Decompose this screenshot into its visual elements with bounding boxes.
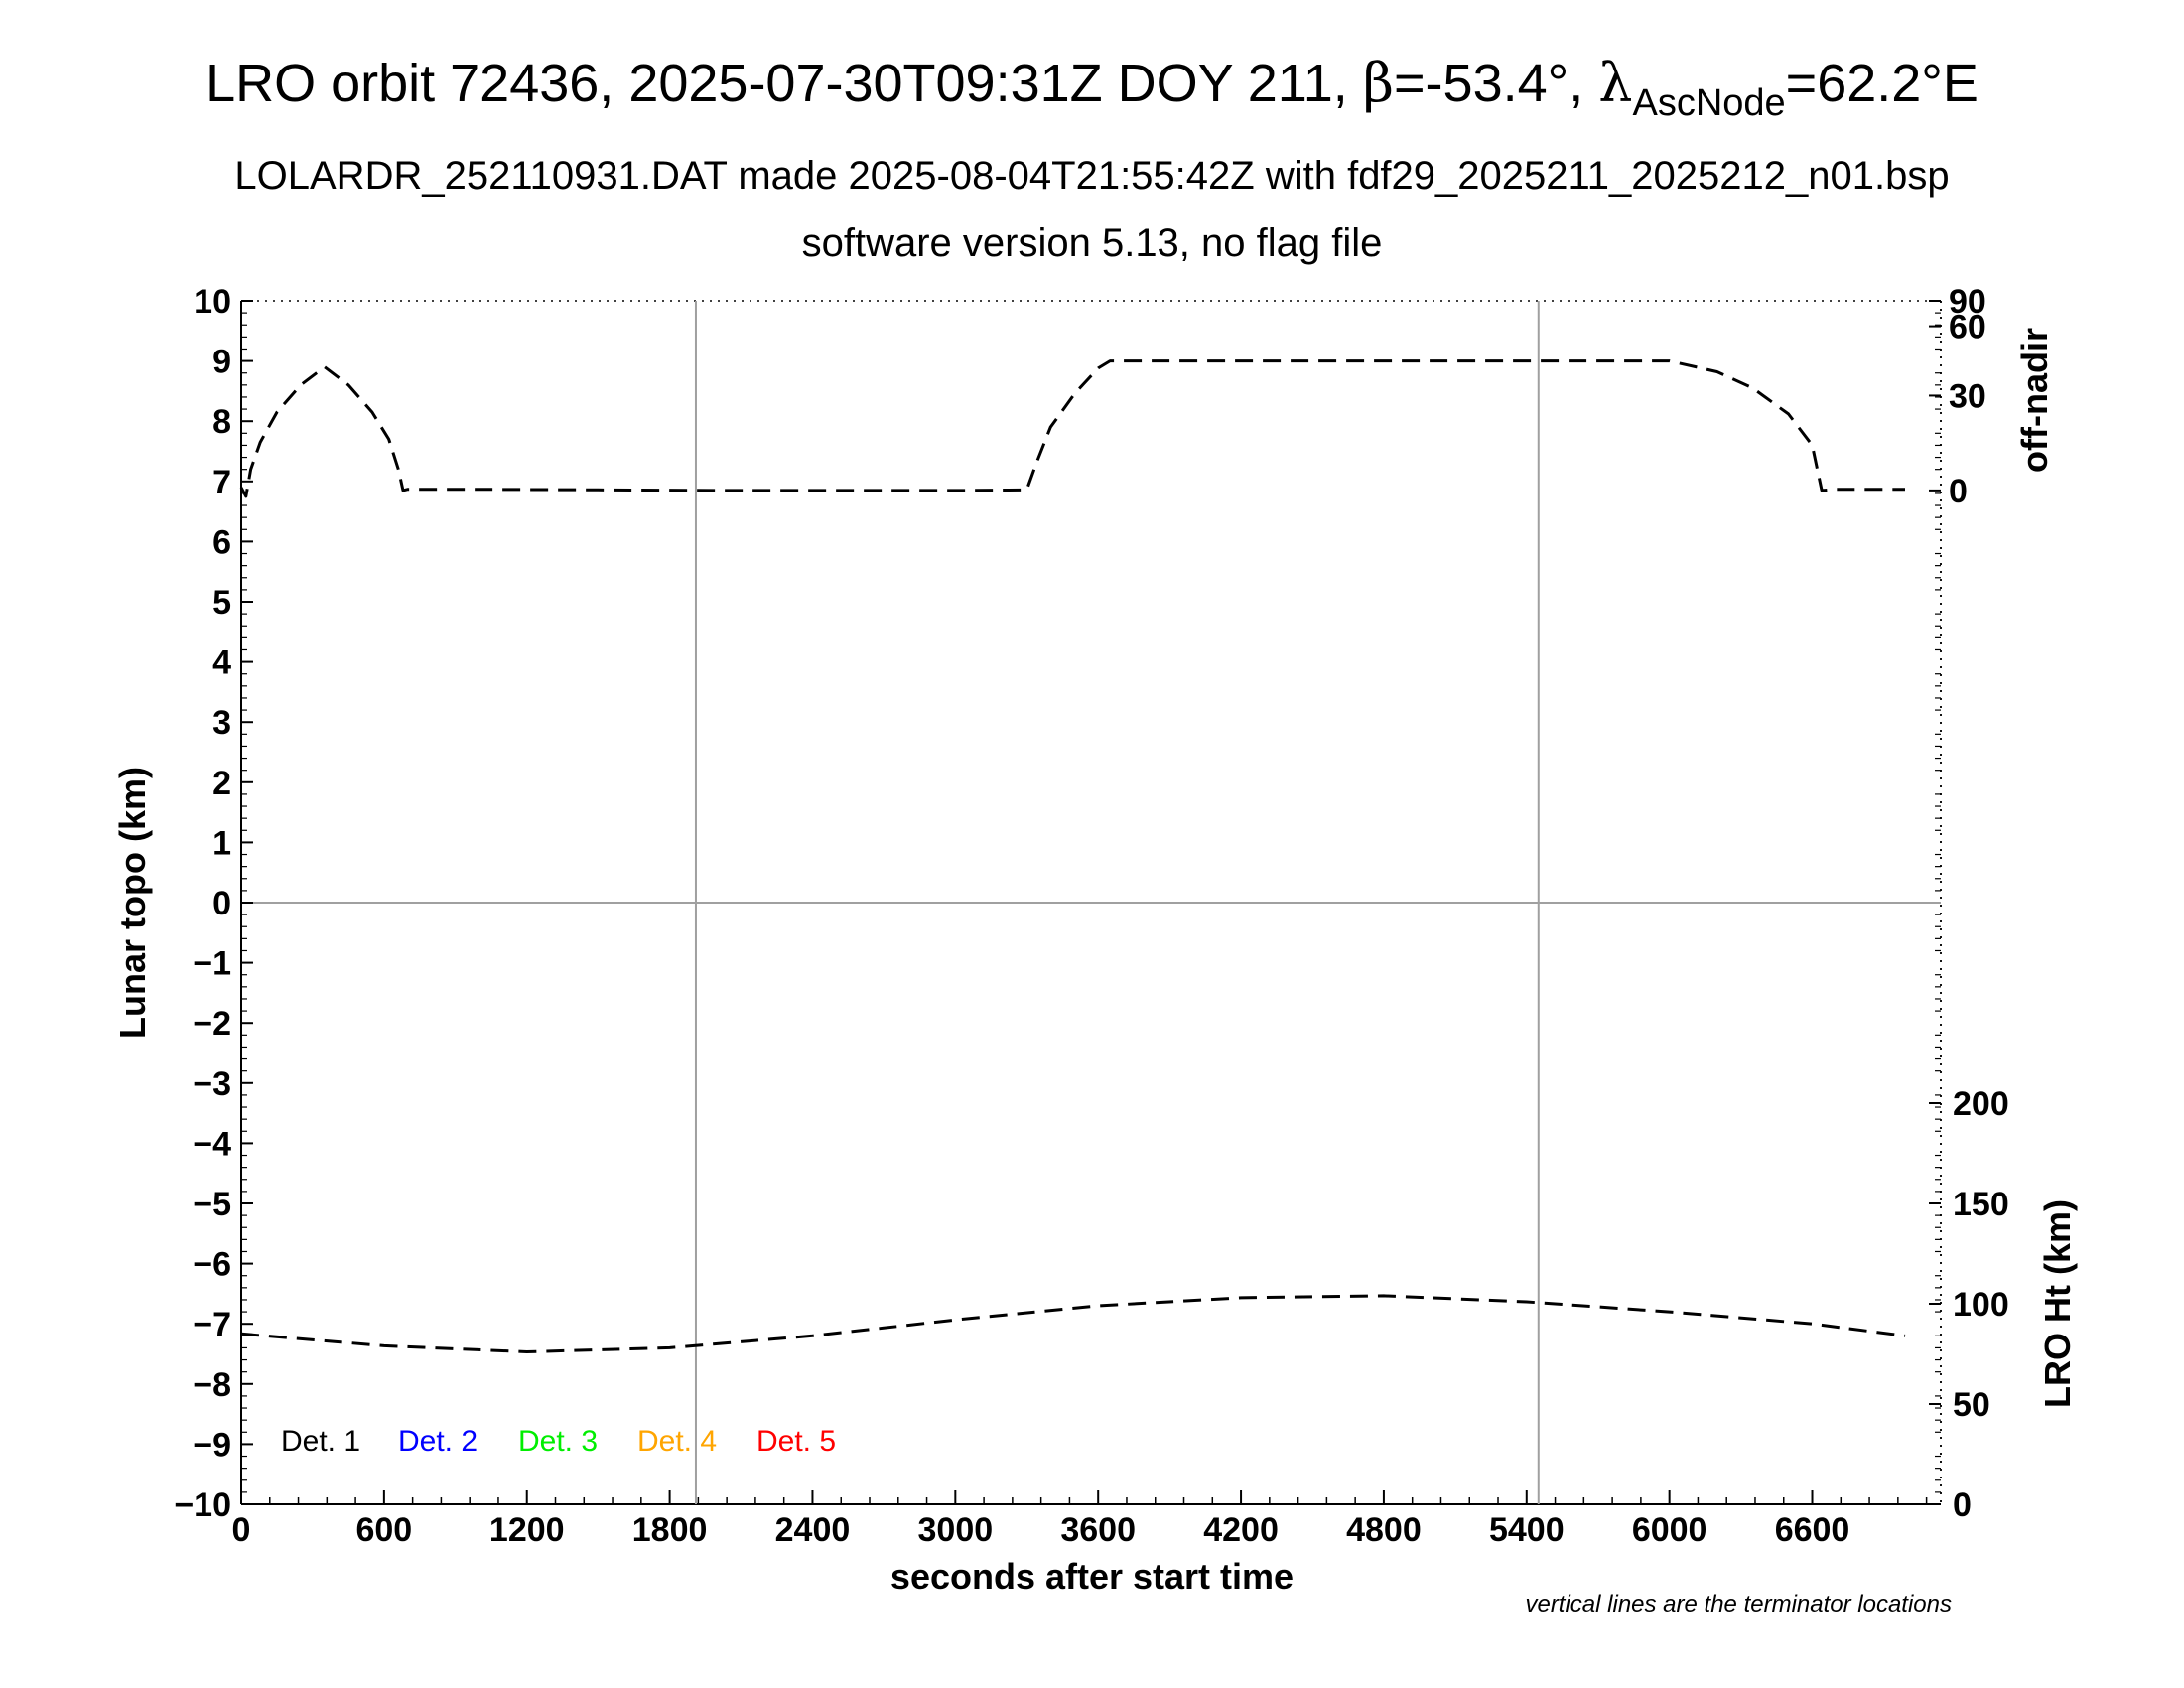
chart-title: LRO orbit 72436, 2025-07-30T09:31Z DOY 2… [205,52,1979,124]
y-tick-label: 6 [212,523,231,561]
y-tick-label: −2 [193,1005,231,1043]
legend-item: Det. 3 [518,1425,598,1458]
legend-item: Det. 5 [756,1425,836,1458]
off-nadir-tick-label: 60 [1949,309,1986,347]
chart-subtitle-2: software version 5.13, no flag file [802,221,1383,265]
x-tick-label: 6000 [1632,1511,1707,1549]
legend-item: Det. 1 [281,1425,360,1458]
x-tick-label: 1800 [632,1511,708,1549]
y-tick-label: 3 [212,704,231,742]
lro-ht-tick-label: 150 [1953,1186,2009,1223]
x-tick-label: 3000 [918,1511,994,1549]
legend-item: Det. 4 [637,1425,717,1458]
y-tick-label: −7 [193,1306,231,1343]
lro-ht-tick-label: 50 [1953,1386,1990,1424]
x-tick-label: 4200 [1203,1511,1279,1549]
x-tick-label: 1200 [489,1511,565,1549]
y-tick-label: −1 [193,945,231,983]
x-tick-label: 6600 [1775,1511,1850,1549]
y-axis-label-left: Lunar topo (km) [112,767,153,1039]
x-tick-label: 2400 [775,1511,851,1549]
y-tick-label: 8 [212,403,231,441]
off-nadir-tick-label: 0 [1949,473,1968,510]
off-nadir-tick-label: 90 [1949,283,1986,321]
x-axis-label: seconds after start time [890,1556,1294,1597]
y-tick-label: 1 [212,824,231,862]
y-tick-label: −10 [174,1486,231,1524]
y-tick-label: 10 [194,283,231,321]
lro-ht-tick-label: 100 [1953,1286,2009,1324]
tick-layer: 0 600 1200 1800 2400 3000 3600 4200 4800 5400 6000… [174,283,2008,1549]
y-tick-label: 2 [212,765,231,802]
y-tick-label: −8 [193,1366,231,1404]
chart-subtitle-1: LOLARDR_252110931.DAT made 2025-08-04T21… [234,154,1949,198]
legend-item: Det. 2 [398,1425,478,1458]
series-off-nadir [239,359,1905,498]
y-tick-label: −9 [193,1426,231,1464]
lro-ht-tick-label: 200 [1953,1085,2009,1123]
off-nadir-tick-label: 30 [1949,377,1986,415]
plot-area: 0 600 1200 1800 2400 3000 3600 4200 4800 5400 6000… [174,283,2008,1549]
y-axis-label-off-nadir: off-nadir [2014,328,2055,473]
footnote: vertical lines are the terminator locati… [1525,1591,1952,1618]
legend: Det. 1 Det. 2 Det. 3 Det. 4 Det. 5 [281,1425,836,1458]
y-tick-label: −5 [193,1186,231,1223]
y-tick-label: −6 [193,1246,231,1284]
series-lro-ht [240,1294,1906,1353]
y-tick-label: 4 [212,644,231,682]
series-layer [239,359,1906,1353]
y-tick-label: −4 [193,1125,231,1163]
y-axis-label-lro-ht: LRO Ht (km) [2037,1199,2078,1408]
x-tick-label: 4800 [1346,1511,1422,1549]
grid-layer [241,301,1941,1504]
x-tick-label: 600 [355,1511,412,1549]
y-tick-label: 7 [212,464,231,501]
x-tick-label: 0 [232,1511,251,1549]
x-tick-label: 5400 [1489,1511,1565,1549]
y-tick-label: 5 [212,584,231,622]
lro-ht-tick-label: 0 [1953,1486,1972,1524]
x-tick-label: 3600 [1060,1511,1136,1549]
y-tick-label: −3 [193,1065,231,1103]
y-tick-label: 9 [212,344,231,381]
y-tick-label: 0 [212,885,231,922]
